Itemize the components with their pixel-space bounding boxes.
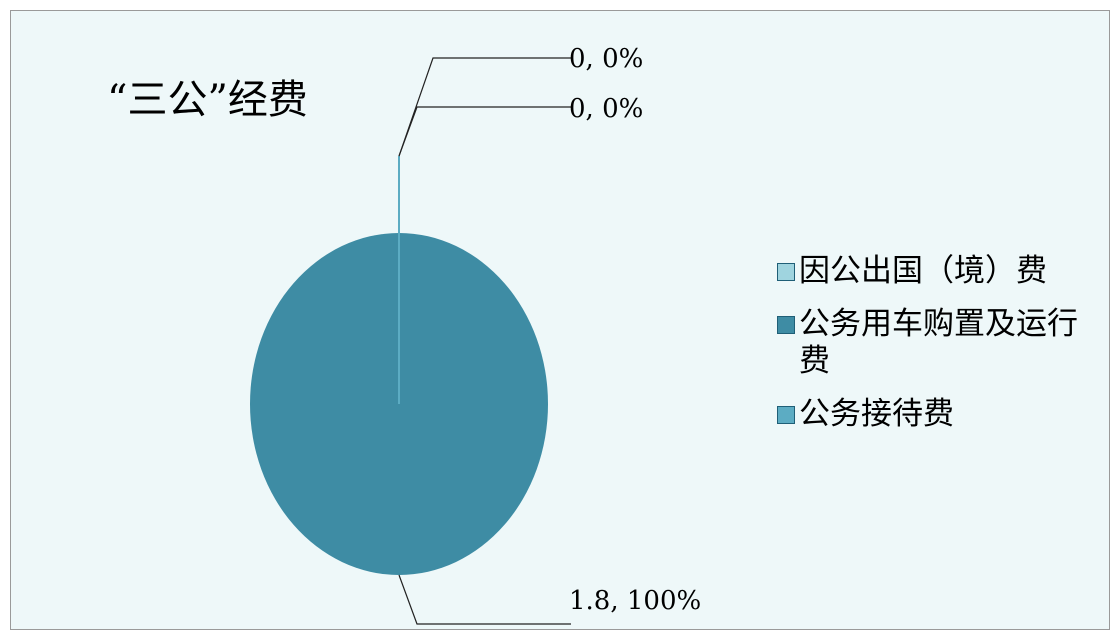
legend-label-official-reception: 公务接待费 (799, 396, 954, 432)
leader-line-0 (398, 57, 571, 157)
pie-chart: 0, 0% 1.8, 100% 0, 0% (250, 44, 701, 625)
legend-item-outbound-travel: 因公出国（境）费 (777, 253, 1107, 290)
legend-label-outbound-travel: 因公出国（境）费 (799, 253, 1047, 289)
legend-item-official-vehicle: 公务用车购置及运行费 (777, 306, 1107, 380)
legend-label-official-vehicle: 公务用车购置及运行费 (799, 306, 1078, 379)
data-label-0: 0, 0% (569, 44, 643, 74)
data-label-2: 0, 0% (569, 94, 643, 124)
legend: 因公出国（境）费 公务用车购置及运行费 公务接待费 (777, 253, 1107, 433)
leader-line-1 (398, 574, 571, 625)
legend-item-official-reception: 公务接待费 (777, 396, 1107, 433)
leader-line-2 (398, 106, 571, 157)
data-label-1: 1.8, 100% (569, 586, 701, 616)
legend-swatch-outbound-travel (777, 263, 795, 281)
legend-swatch-official-vehicle (777, 316, 795, 334)
chart-area: 0, 0% 1.8, 100% 0, 0% “三公”经费 因公出国（境）费 公务用车… (10, 10, 1110, 630)
legend-swatch-official-reception (777, 406, 795, 424)
chart-title: “三公”经费 (107, 77, 308, 123)
